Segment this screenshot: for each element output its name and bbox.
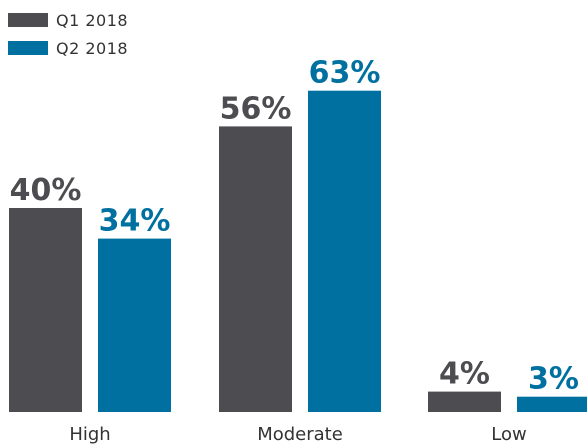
bar-high-q2 (98, 238, 171, 412)
category-label-low: Low (491, 424, 526, 445)
data-label-low-q2: 3% (528, 362, 579, 397)
bar-low-q2 (517, 396, 587, 412)
legend-swatch-q2 (8, 41, 48, 55)
category-label-high: High (69, 424, 110, 445)
category-label-moderate: Moderate (257, 424, 343, 445)
legend-label-q2: Q2 2018 (56, 38, 129, 58)
bar-high-q1 (9, 208, 82, 412)
bar-moderate-q2 (308, 90, 381, 412)
bar-moderate-q1 (219, 126, 292, 413)
legend: Q1 2018 Q2 2018 (8, 6, 128, 62)
data-label-moderate-q1: 56% (220, 91, 292, 126)
legend-item-q2: Q2 2018 (8, 34, 128, 62)
data-label-low-q1: 4% (439, 357, 490, 392)
legend-swatch-q1 (8, 13, 48, 27)
legend-label-q1: Q1 2018 (56, 10, 129, 30)
data-label-high-q1: 40% (10, 173, 82, 208)
legend-item-q1: Q1 2018 (8, 6, 128, 34)
data-label-moderate-q2: 63% (309, 56, 381, 91)
data-label-high-q2: 34% (99, 204, 171, 239)
bar-low-q1 (428, 391, 501, 412)
